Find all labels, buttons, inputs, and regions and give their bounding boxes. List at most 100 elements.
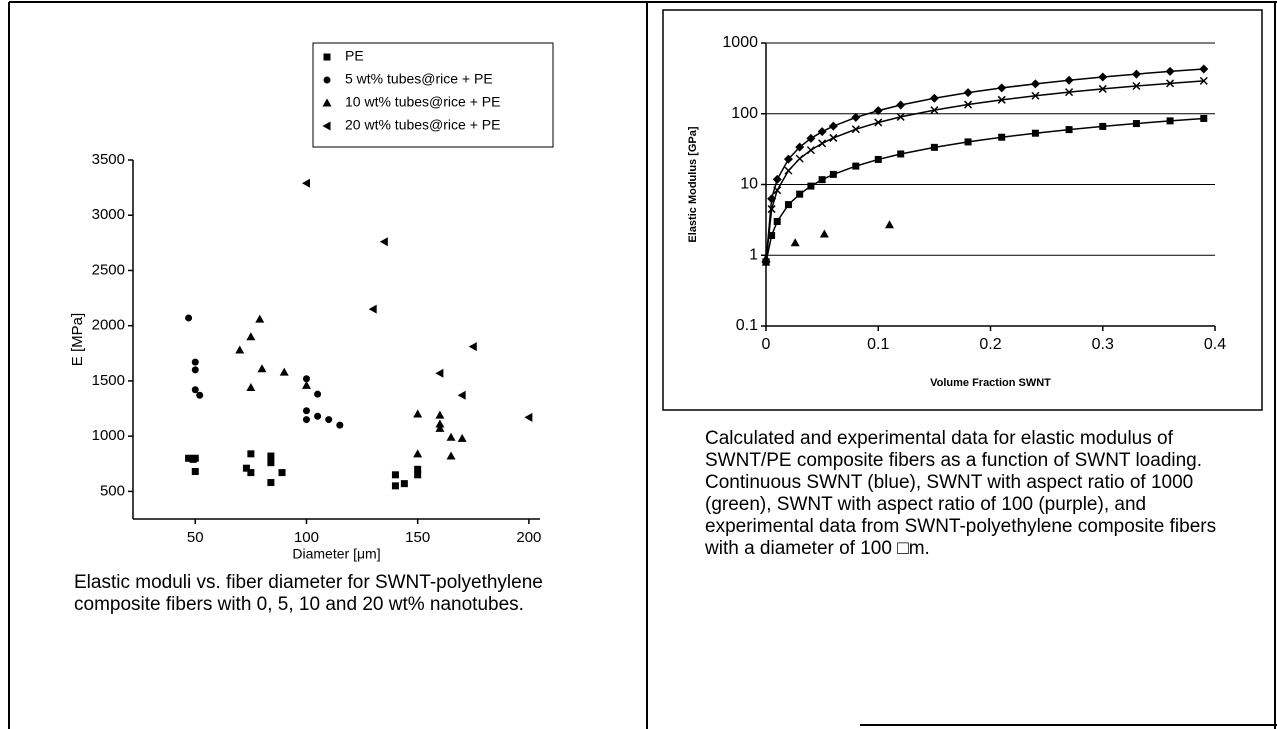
marker [806,133,816,143]
marker [795,142,805,152]
marker [829,170,837,178]
x-tick-label: 200 [516,529,541,546]
marker [185,314,193,322]
marker [817,127,827,137]
marker [302,407,310,415]
marker [267,459,275,467]
marker [379,237,388,247]
y-tick-label: 1 [749,246,758,263]
marker [246,383,256,392]
marker [414,465,422,473]
marker [279,367,289,376]
marker [796,190,804,198]
marker [761,253,771,262]
y-tick-label: 1000 [722,34,758,51]
marker [468,342,477,352]
marker [246,332,256,341]
y-tick-label: 0.1 [736,317,758,334]
marker [1065,126,1073,134]
marker [322,98,332,107]
chart-frame [662,9,1263,411]
marker [773,217,781,225]
marker [435,410,445,419]
caption: Calculated and experimental data for ela… [705,428,1217,559]
marker [325,416,333,424]
marker [930,106,939,115]
marker [807,182,815,190]
x-tick-label: 0 [762,336,771,353]
marker [191,454,199,462]
caption: Elastic moduli vs. fiber diameter for SW… [74,572,543,615]
marker [191,366,199,374]
marker [963,88,973,98]
marker [784,201,792,209]
x-axis-label: Diameter [μm] [292,546,380,562]
marker [247,450,255,458]
marker [1132,120,1140,128]
marker [1031,129,1039,137]
marker [322,121,331,131]
marker [257,364,267,373]
marker [1165,66,1175,76]
y-axis-label: E [MPa] [69,313,86,366]
y-tick-label: 2000 [92,317,125,334]
marker [267,452,275,460]
marker [435,419,445,428]
marker [302,416,310,424]
marker [446,451,456,460]
x-tick-label: 0.4 [1204,336,1226,353]
marker [302,375,310,383]
marker [964,100,973,109]
marker [196,391,204,399]
x-tick-label: 100 [294,529,319,546]
marker [446,432,456,441]
marker [997,95,1006,104]
marker [818,139,827,148]
legend-box [312,42,554,148]
line [765,68,1204,263]
marker [1099,122,1107,130]
marker [818,176,826,184]
marker [929,93,939,103]
marker [1031,91,1040,100]
marker [1065,88,1074,97]
y-tick-label: 3500 [92,151,125,168]
marker [1064,75,1074,85]
marker [896,112,905,121]
marker [874,155,882,163]
x-tick-label: 0.2 [979,336,1001,353]
x-tick-label: 0.3 [1092,336,1114,353]
marker [235,345,245,354]
panel-borders [8,1,1277,729]
y-tick-label: 100 [731,105,758,122]
marker [884,220,894,229]
marker [784,166,793,175]
legend-label: 10 wt% tubes@rice + PE [345,94,500,110]
marker [1131,69,1141,79]
marker [191,468,199,476]
y-tick-label: 500 [100,482,125,499]
marker [795,154,804,163]
marker [400,480,408,488]
x-axis-label: Volume Fraction SWNT [930,377,1051,389]
x-tick-label: 150 [405,529,430,546]
marker [852,162,860,170]
marker [278,469,286,477]
marker [457,433,467,442]
marker [301,178,310,188]
marker [790,238,800,247]
marker [851,125,860,134]
x-tick-label: 0.1 [867,336,889,353]
marker [323,53,331,61]
marker [247,469,255,477]
legend-label: PE [345,48,364,64]
x-tick-label: 50 [187,529,204,546]
marker [997,83,1007,93]
y-tick-label: 1000 [92,427,125,444]
marker [267,479,275,487]
marker [772,174,782,184]
marker [1132,81,1141,91]
marker [524,412,533,422]
marker [314,412,322,420]
marker [413,449,423,458]
